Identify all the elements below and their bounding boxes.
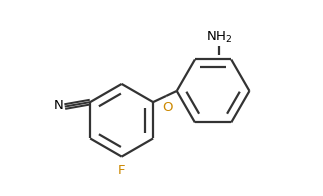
Text: F: F (118, 164, 125, 177)
Text: N: N (54, 99, 64, 112)
Text: O: O (163, 101, 173, 114)
Text: NH$_2$: NH$_2$ (206, 30, 233, 45)
